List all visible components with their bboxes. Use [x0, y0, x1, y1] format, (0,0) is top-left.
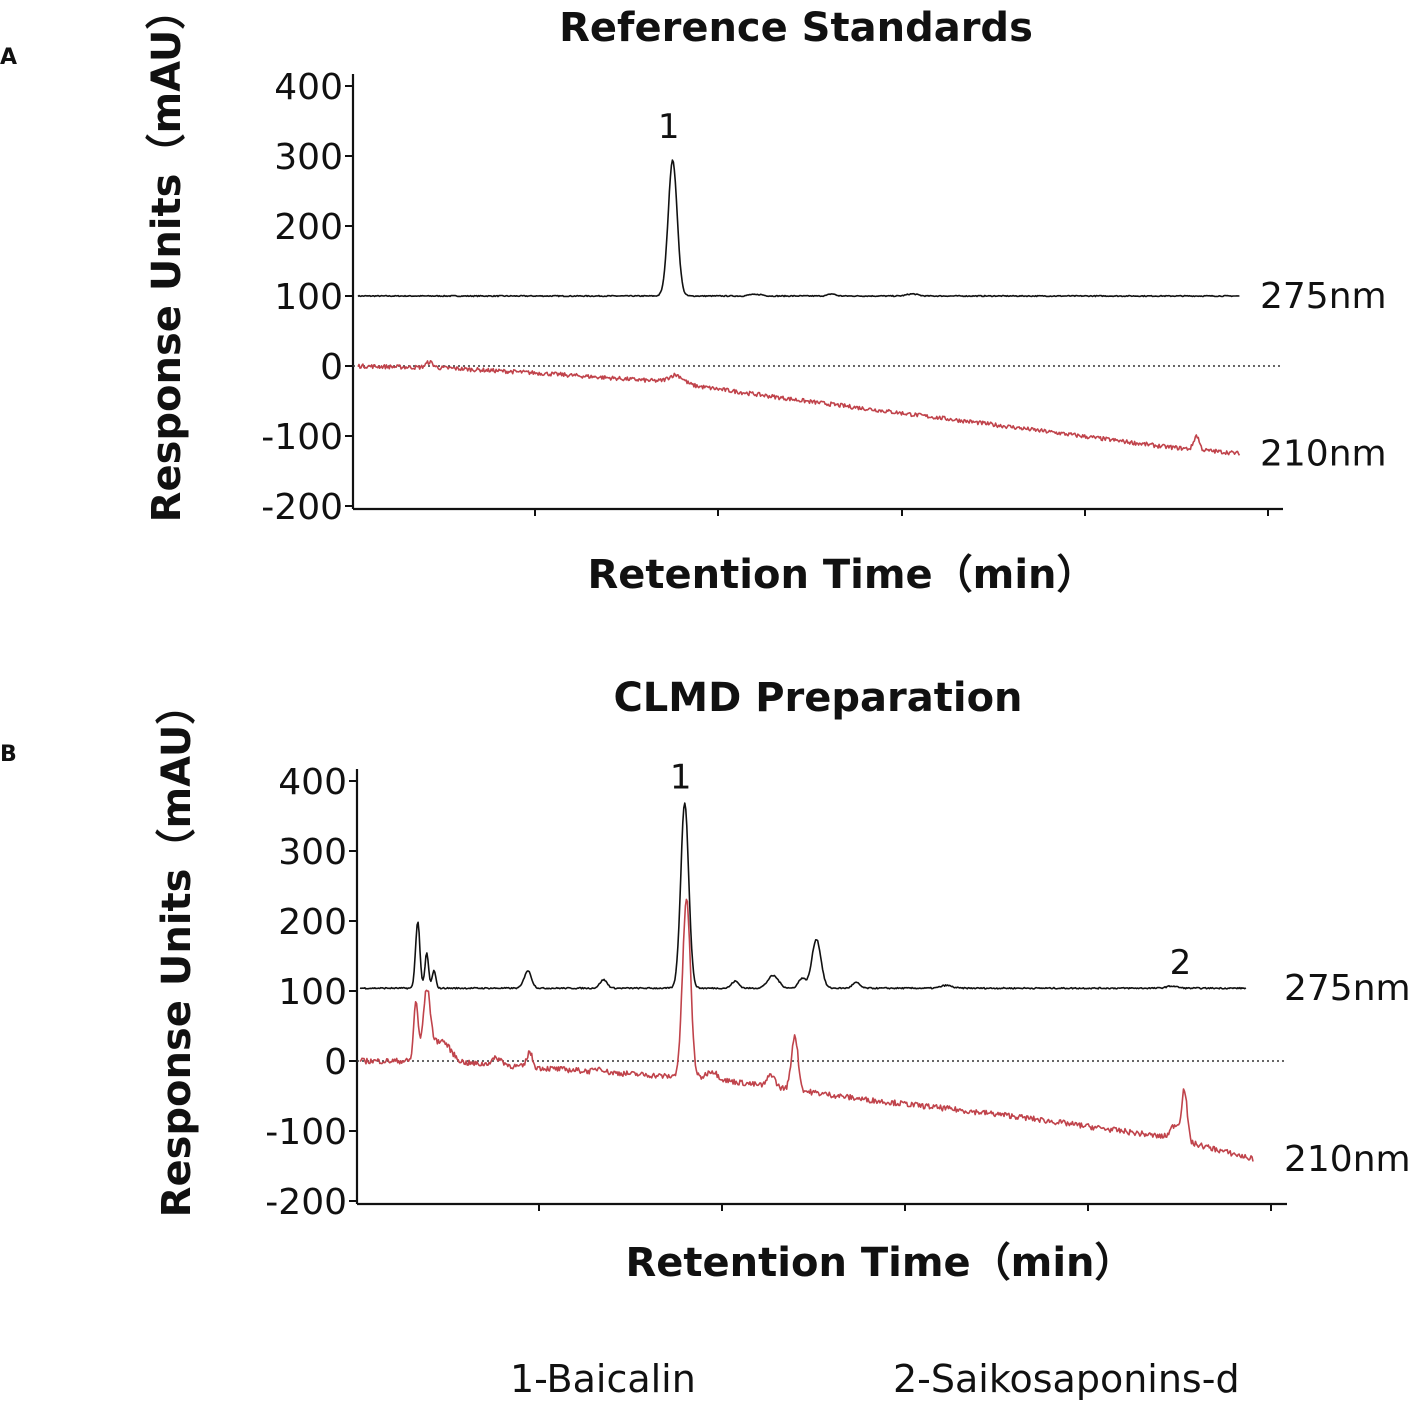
- panel-b-y-tick-label: 200: [278, 902, 347, 943]
- legend-saikosaponin-d: 2-Saikosaponins-d: [893, 1357, 1240, 1401]
- panel-a-wavelength-labels: 275nm 210nm: [1260, 276, 1387, 475]
- panel-b-peak-label-2: 2: [1170, 943, 1192, 983]
- panel-b-axes: [355, 769, 1287, 1206]
- panel-a-tag: A: [0, 45, 17, 70]
- panel-b-x-ticks: [538, 1204, 1272, 1211]
- panel-a-y-tick-label: 400: [274, 67, 343, 108]
- panel-b-label-210nm: 210nm: [1284, 1139, 1411, 1180]
- panel-a-y-axis-label: Response Units（mAU）: [144, 0, 190, 522]
- panel-b-y-ticks: 400 300 200 100 0 -100 -200: [265, 762, 357, 1223]
- panel-a-trace-210nm: [357, 359, 1241, 456]
- panel-b-y-tick-label: -200: [265, 1182, 347, 1223]
- panel-a-trace-275nm: [357, 159, 1240, 298]
- panel-b-y-tick-label: 0: [324, 1042, 347, 1083]
- panel-a-y-tick-label: 200: [274, 207, 343, 248]
- panel-a-y-tick-label: 300: [274, 137, 343, 178]
- panel-b-label-275nm: 275nm: [1284, 968, 1411, 1009]
- panel-b-peak-label-1: 1: [670, 758, 692, 798]
- panel-b-y-tick-label: -100: [265, 1112, 347, 1153]
- panel-a-y-tick-label: -100: [261, 417, 343, 458]
- panel-a-y-tick-label: 0: [320, 347, 343, 388]
- panel-b-trace-210nm: [359, 898, 1254, 1162]
- panel-a-label-210nm: 210nm: [1260, 434, 1387, 475]
- panel-a: A Reference Standards Response Units（mAU…: [0, 0, 1387, 598]
- panel-a-y-tick-label: -200: [261, 487, 343, 528]
- panel-a-y-tick-label: 100: [274, 277, 343, 318]
- panel-a-x-axis-label: Retention Time（min）: [587, 552, 1096, 598]
- panel-b-trace-275nm: [359, 802, 1247, 990]
- panel-b: B CLMD Preparation Response Units（mAU） R…: [0, 675, 1411, 1286]
- panel-a-peak-labels: 1: [658, 107, 680, 147]
- panel-a-y-ticks: 400 300 200 100 0 -100 -200: [261, 67, 353, 528]
- panel-a-title: Reference Standards: [559, 5, 1033, 51]
- panel-b-y-axis-label: Response Units（mAU）: [154, 685, 200, 1218]
- legend-baicalin: 1-Baicalin: [510, 1357, 696, 1401]
- panel-b-tag: B: [0, 742, 17, 767]
- panel-b-wavelength-labels: 275nm 210nm: [1284, 968, 1411, 1180]
- panel-b-peak-labels: 12: [670, 758, 1191, 983]
- panel-a-x-ticks: [534, 509, 1269, 516]
- panel-b-y-tick-label: 300: [278, 832, 347, 873]
- panel-b-title: CLMD Preparation: [613, 675, 1022, 721]
- panel-b-series: [359, 802, 1254, 1162]
- panel-a-peak-label-1: 1: [658, 107, 680, 147]
- panel-b-y-tick-label: 100: [278, 972, 347, 1013]
- panel-b-x-axis-label: Retention Time（min）: [625, 1240, 1134, 1286]
- panel-a-label-275nm: 275nm: [1260, 276, 1387, 317]
- panel-a-series: [357, 159, 1241, 456]
- panel-b-y-tick-label: 400: [278, 762, 347, 803]
